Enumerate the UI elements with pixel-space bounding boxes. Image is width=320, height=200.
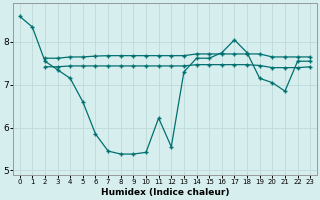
X-axis label: Humidex (Indice chaleur): Humidex (Indice chaleur) [101,188,229,197]
